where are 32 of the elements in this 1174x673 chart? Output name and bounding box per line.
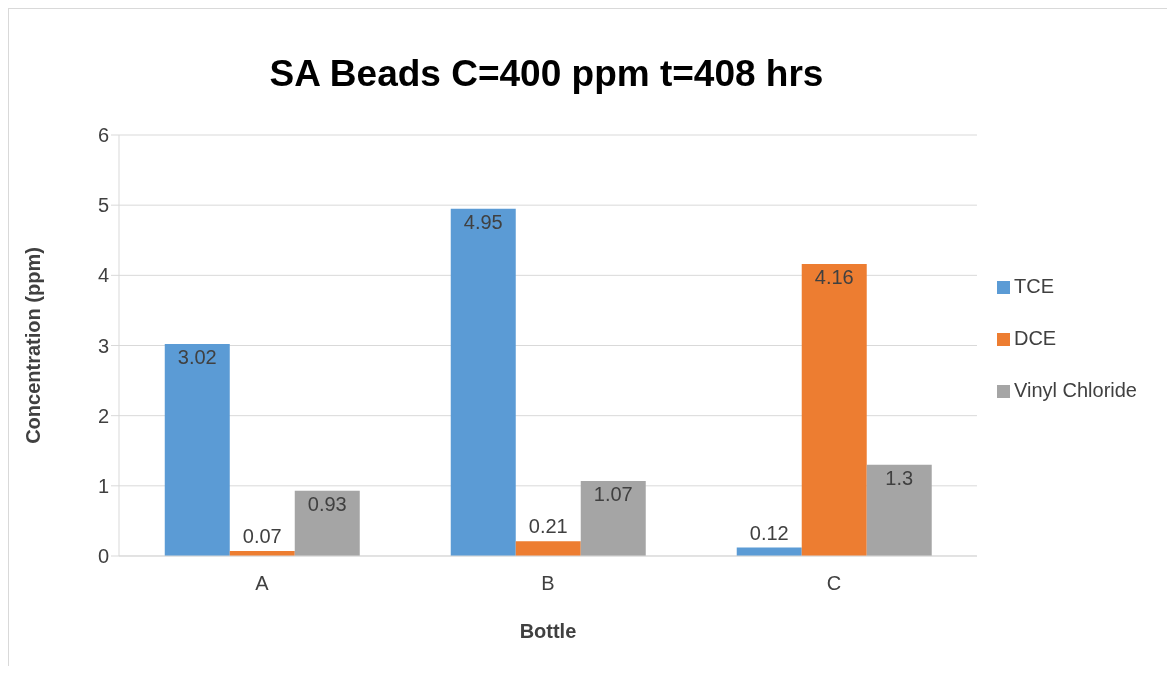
data-label: 0.21 xyxy=(528,515,568,538)
x-tick-label: C xyxy=(826,572,842,595)
bar xyxy=(801,264,867,556)
data-label: 0.93 xyxy=(307,492,347,515)
y-tick-label: 3 xyxy=(97,334,109,357)
y-tick-label: 2 xyxy=(97,404,109,427)
bar xyxy=(866,464,932,556)
x-tick-label: A xyxy=(255,572,270,595)
legend-label: DCE xyxy=(1013,326,1057,349)
y-tick-label: 6 xyxy=(97,124,109,147)
bar xyxy=(515,541,581,556)
legend-label: TCE xyxy=(1013,274,1054,297)
data-label: 0.07 xyxy=(242,525,282,548)
data-label: 4.95 xyxy=(463,210,503,233)
bar xyxy=(450,208,516,556)
y-tick-label: 4 xyxy=(97,264,109,287)
bar xyxy=(294,490,360,556)
data-label: 4.16 xyxy=(814,266,854,289)
data-label: 1.3 xyxy=(885,466,914,489)
bar xyxy=(580,480,646,556)
x-tick-label: B xyxy=(541,572,555,595)
x-axis-title: Bottle xyxy=(519,620,577,642)
data-label: 0.12 xyxy=(749,521,789,544)
legend-label: Vinyl Chloride xyxy=(1013,378,1137,401)
bar xyxy=(164,344,230,556)
y-tick-label: 1 xyxy=(97,474,109,497)
y-tick-label: 5 xyxy=(97,194,109,217)
y-tick-label: 0 xyxy=(97,545,109,568)
y-axis-title: Concentration (ppm) xyxy=(22,247,45,444)
chart-title: SA Beads C=400 ppm t=408 hrs xyxy=(268,53,825,95)
data-label: 3.02 xyxy=(177,346,217,369)
data-label: 1.07 xyxy=(593,482,633,505)
